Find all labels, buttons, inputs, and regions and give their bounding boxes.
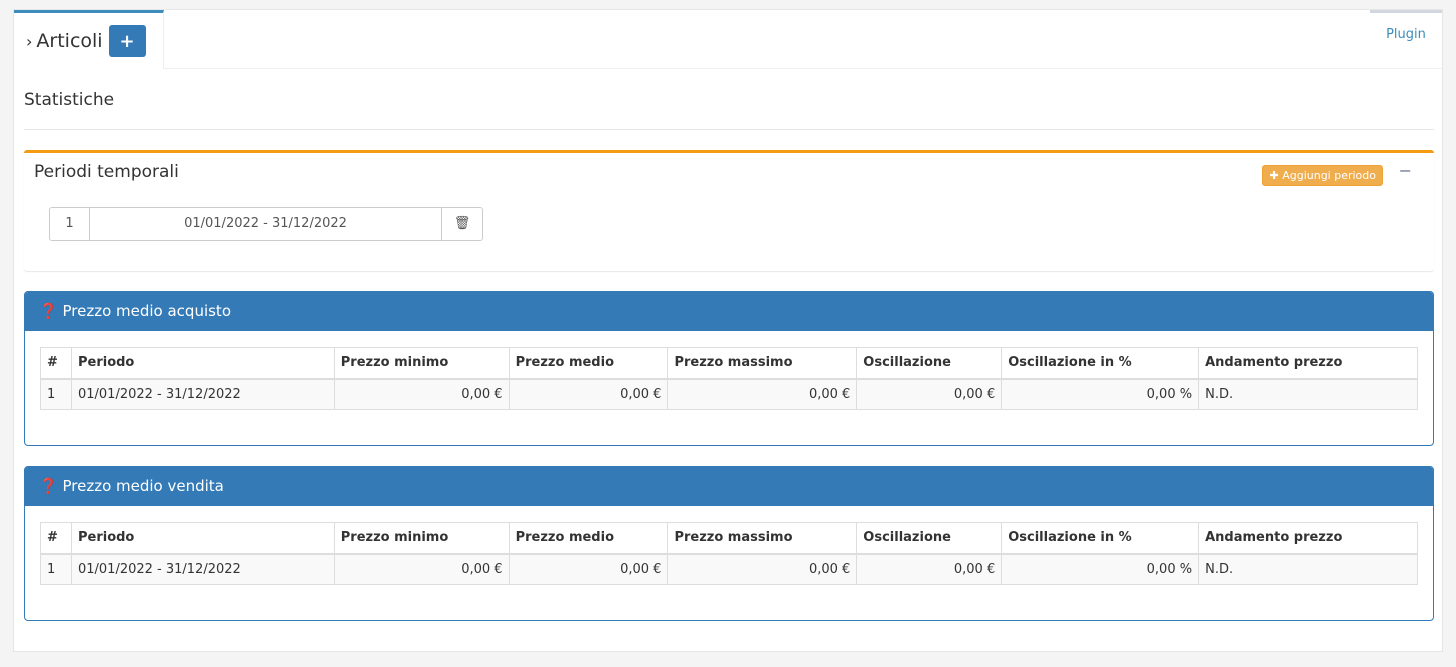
column-header: Prezzo medio — [508, 347, 669, 380]
stats-table: # Periodo Prezzo minimo Prezzo medio Prezzo … — [40, 347, 1418, 410]
table-cell: 0,00 € — [856, 553, 1003, 585]
chevron-right-icon: › — [26, 31, 33, 51]
trash-icon: 🗑 — [453, 216, 471, 231]
divider — [24, 129, 1434, 130]
panel-title: Prezzo medio acquisto — [62, 302, 231, 320]
collapse-button[interactable]: − — [1398, 161, 1412, 180]
table-cell: 0,00 € — [508, 553, 669, 585]
panel-header: ❓ Prezzo medio acquisto — [25, 292, 1433, 331]
column-header: Prezzo minimo — [333, 522, 510, 555]
add-article-button[interactable]: + — [108, 25, 146, 57]
column-header: Oscillazione in % — [1001, 347, 1200, 380]
column-header: Andamento prezzo — [1198, 522, 1418, 555]
table-cell: 0,00 € — [667, 378, 858, 410]
table-cell: N.D. — [1198, 378, 1418, 410]
plus-icon: ✚ — [1269, 169, 1283, 182]
table-cell: 01/01/2022 - 31/12/2022 — [70, 378, 335, 410]
delete-period-button[interactable]: 🗑 — [442, 208, 482, 240]
periods-title: Periodi temporali — [34, 162, 179, 182]
periods-box: Periodi temporali ✚ Aggiungi periodo − 1… — [24, 150, 1434, 271]
table-cell: 0,00 € — [333, 553, 510, 585]
column-header: Prezzo minimo — [333, 347, 510, 380]
question-icon[interactable]: ❓ — [39, 302, 58, 320]
add-period-button[interactable]: ✚ Aggiungi periodo — [1262, 165, 1383, 186]
period-number: 1 — [50, 208, 90, 240]
column-header: # — [40, 522, 72, 555]
table-cell: 0,00 € — [856, 378, 1003, 410]
column-header: Periodo — [70, 522, 335, 555]
panel-prezzo-acquisto: ❓ Prezzo medio acquisto # Periodo Prezzo m… — [24, 291, 1434, 446]
column-header: Oscillazione in % — [1001, 522, 1200, 555]
table-row: 1 01/01/2022 - 31/12/2022 0,00 €0,00 €0,00… — [40, 553, 1418, 585]
column-header: Prezzo massimo — [667, 522, 858, 555]
table-cell: 0,00 € — [667, 553, 858, 585]
table-header-row: # Periodo Prezzo minimo Prezzo medio Prezzo … — [40, 522, 1418, 555]
table-cell: 1 — [40, 378, 72, 410]
panel-prezzo-vendita: ❓ Prezzo medio vendita # Periodo Prezzo mi… — [24, 466, 1434, 621]
table-cell: N.D. — [1198, 553, 1418, 585]
period-range-input[interactable]: 01/01/2022 - 31/12/2022 — [90, 208, 442, 240]
table-cell: 0,00 % — [1001, 378, 1200, 410]
table-cell: 0,00 € — [508, 378, 669, 410]
column-header: Andamento prezzo — [1198, 347, 1418, 380]
divider — [164, 68, 1442, 69]
tab-articoli[interactable]: › Articoli + — [14, 10, 164, 69]
stats-table: # Periodo Prezzo minimo Prezzo medio Prezzo … — [40, 522, 1418, 585]
column-header: # — [40, 347, 72, 380]
table-cell: 0,00 % — [1001, 553, 1200, 585]
main-container: › Articoli + Plugin Statistiche Periodi … — [13, 9, 1443, 652]
table-header-row: # Periodo Prezzo minimo Prezzo medio Prezzo … — [40, 347, 1418, 380]
section-title: Statistiche — [24, 90, 115, 110]
column-header: Oscillazione — [856, 347, 1003, 380]
table-cell: 1 — [40, 553, 72, 585]
question-icon[interactable]: ❓ — [39, 477, 58, 495]
column-header: Prezzo massimo — [667, 347, 858, 380]
column-header: Periodo — [70, 347, 335, 380]
period-input-group: 1 01/01/2022 - 31/12/2022 🗑 — [49, 207, 483, 241]
table-cell: 01/01/2022 - 31/12/2022 — [70, 553, 335, 585]
tab-label: Articoli — [36, 30, 103, 52]
add-period-label: Aggiungi periodo — [1282, 169, 1376, 182]
column-header: Prezzo medio — [508, 522, 669, 555]
panel-header: ❓ Prezzo medio vendita — [25, 467, 1433, 506]
panel-title: Prezzo medio vendita — [62, 477, 224, 495]
table-row: 1 01/01/2022 - 31/12/2022 0,00 €0,00 €0,00… — [40, 378, 1418, 410]
column-header: Oscillazione — [856, 522, 1003, 555]
table-cell: 0,00 € — [333, 378, 510, 410]
tab-plugin[interactable]: Plugin — [1370, 10, 1442, 69]
